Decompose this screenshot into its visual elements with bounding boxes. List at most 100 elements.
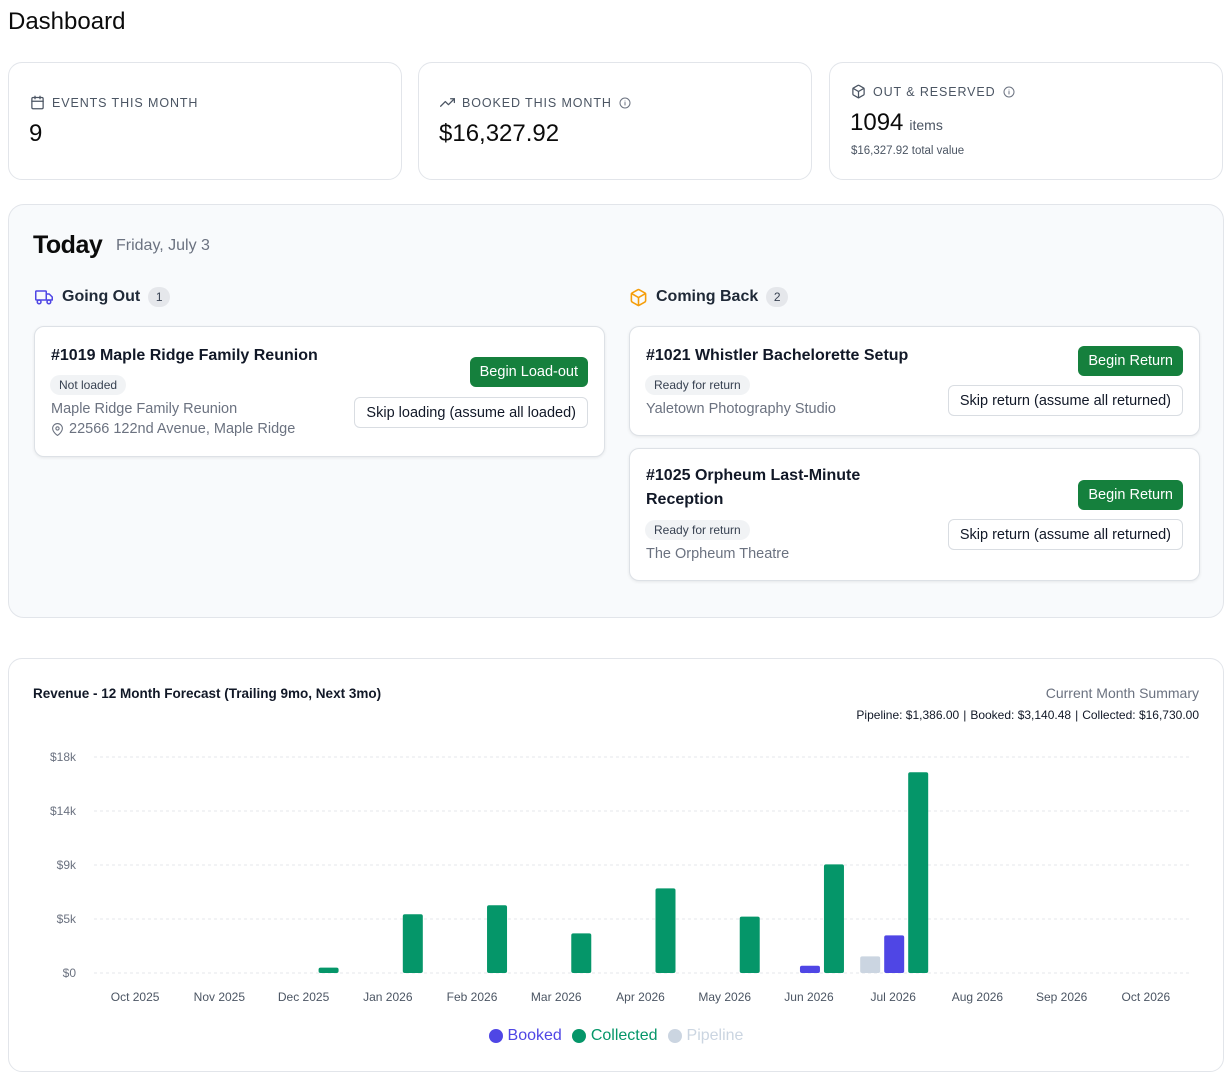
- y-tick-label: $0: [63, 966, 77, 980]
- events-this-month-value: 9: [29, 120, 43, 147]
- going-out-label: Going Out: [62, 288, 141, 305]
- events-this-month-card: EVENTS THIS MONTH 9: [8, 62, 402, 180]
- info-icon[interactable]: [1003, 86, 1015, 98]
- revenue-chart-panel: Revenue - 12 Month Forecast (Trailing 9m…: [8, 658, 1224, 1072]
- event-venue: Maple Ridge Family Reunion: [51, 401, 238, 417]
- truck-icon: [35, 290, 53, 305]
- bar-collected: [487, 905, 508, 973]
- x-tick-label: Feb 2026: [447, 990, 498, 1004]
- bar-collected: [908, 772, 929, 973]
- booked-this-month-label: BOOKED THIS MONTH: [462, 95, 612, 110]
- event-title: #1019 Maple Ridge Family Reunion: [51, 347, 318, 364]
- legend-dot: [571, 1029, 586, 1043]
- current-month-summary-title: Current Month Summary: [1045, 685, 1199, 701]
- x-tick-label: Oct 2025: [111, 990, 160, 1004]
- chart-title: Revenue - 12 Month Forecast (Trailing 9m…: [33, 686, 382, 701]
- page-title: Dashboard: [8, 8, 126, 35]
- bar-collected: [402, 914, 423, 973]
- legend-dot: [488, 1029, 503, 1043]
- events-this-month-label: EVENTS THIS MONTH: [52, 95, 199, 110]
- coming-back-label: Coming Back: [656, 288, 759, 305]
- bar-pipeline: [860, 956, 881, 973]
- bar-collected: [739, 916, 760, 973]
- bar-collected: [655, 888, 676, 973]
- skip-loading-button[interactable]: Skip loading (assume all loaded): [354, 397, 588, 428]
- x-tick-label: Nov 2025: [194, 990, 246, 1004]
- booked-this-month-value: $16,327.92: [439, 120, 560, 147]
- bar-booked: [799, 965, 820, 973]
- legend-item-booked[interactable]: Booked: [488, 1027, 562, 1045]
- event-title-line-2: Reception: [646, 491, 724, 508]
- status-badge: Not loaded: [50, 375, 127, 395]
- out-reserved-unit: items: [909, 117, 943, 133]
- x-tick-label: Sep 2026: [1036, 990, 1088, 1004]
- chart-legend: Booked Collected Pipeline: [9, 1027, 1223, 1045]
- current-month-summary: Pipeline: $1,386.00 | Booked: $3,140.48 | Co…: [856, 708, 1199, 722]
- begin-return-button[interactable]: Begin Return: [1078, 346, 1183, 376]
- x-tick-label: Apr 2026: [616, 990, 665, 1004]
- event-title: #1025 Orpheum Last-Minute Reception: [646, 464, 860, 512]
- x-tick-label: Dec 2025: [278, 990, 330, 1004]
- y-tick-label: $18k: [50, 750, 77, 764]
- y-tick-label: $5k: [57, 912, 77, 926]
- x-tick-label: Jul 2026: [871, 990, 917, 1004]
- x-tick-label: May 2026: [698, 990, 751, 1004]
- y-tick-label: $14k: [50, 804, 77, 818]
- today-date: Friday, July 3: [116, 237, 210, 254]
- booked-label: Booked:: [970, 708, 1015, 722]
- calendar-icon: [31, 95, 44, 110]
- collected-label: Collected:: [1082, 708, 1136, 722]
- begin-return-button[interactable]: Begin Return: [1078, 480, 1183, 510]
- coming-back-header: Coming Back 2: [629, 287, 789, 307]
- collected-value: $16,730.00: [1138, 708, 1199, 722]
- out-reserved-total-value: $16,327.92 total value: [851, 145, 965, 157]
- today-title: Today: [33, 231, 103, 259]
- legend-item-pipeline[interactable]: Pipeline: [667, 1027, 744, 1045]
- pipeline-label: Pipeline:: [856, 708, 903, 722]
- legend-item-collected[interactable]: Collected: [571, 1027, 658, 1045]
- x-tick-label: Jan 2026: [363, 990, 413, 1004]
- today-panel: Today Friday, July 3 Going Out 1 Coming …: [8, 204, 1224, 618]
- legend-label: Pipeline: [686, 1027, 744, 1044]
- box-icon: [852, 84, 865, 99]
- out-reserved-value: 1094: [850, 109, 904, 136]
- skip-return-button[interactable]: Skip return (assume all returned): [947, 385, 1183, 416]
- begin-load-out-button[interactable]: Begin Load-out: [469, 357, 588, 387]
- going-out-count-badge: 1: [148, 287, 171, 307]
- out-reserved-label: OUT & RESERVED: [873, 84, 996, 99]
- trending-up-icon: [440, 98, 455, 107]
- event-address: 22566 122nd Avenue, Maple Ridge: [69, 421, 296, 437]
- status-badge: Ready for return: [645, 520, 750, 540]
- event-card-1021[interactable]: #1021 Whistler Bachelorette Setup Ready …: [629, 326, 1200, 436]
- skip-return-button[interactable]: Skip return (assume all returned): [947, 519, 1183, 550]
- event-card-1025[interactable]: #1025 Orpheum Last-Minute Reception Read…: [629, 448, 1200, 581]
- event-venue: The Orpheum Theatre: [646, 546, 790, 562]
- event-title-line-1: #1025 Orpheum Last-Minute: [646, 467, 861, 484]
- event-venue: Yaletown Photography Studio: [646, 401, 836, 417]
- bar-collected: [318, 967, 339, 973]
- package-icon: [630, 288, 647, 306]
- revenue-bar-chart: $0 $5k $9k $14k $18k Oct 2025 Nov 2025 Dec 2025…: [50, 750, 1189, 1004]
- coming-back-count-badge: 2: [766, 287, 789, 307]
- info-icon[interactable]: [619, 97, 631, 109]
- x-tick-label: Oct 2026: [1122, 990, 1171, 1004]
- y-tick-label: $9k: [57, 858, 77, 872]
- going-out-header: Going Out 1: [34, 287, 171, 307]
- out-reserved-card: OUT & RESERVED 1094 items $16,327.92 tota…: [829, 62, 1223, 180]
- event-card-1019[interactable]: #1019 Maple Ridge Family Reunion Not loa…: [34, 326, 605, 457]
- legend-label: Collected: [590, 1027, 658, 1044]
- booked-value: $3,140.48: [1017, 708, 1072, 722]
- bar-collected: [571, 933, 592, 973]
- map-pin-icon: [52, 422, 63, 436]
- booked-this-month-card: BOOKED THIS MONTH $16,327.92: [418, 62, 812, 180]
- pipeline-value: $1,386.00: [905, 708, 960, 722]
- x-tick-label: Mar 2026: [531, 990, 582, 1004]
- bar-collected: [823, 864, 844, 973]
- legend-dot: [667, 1029, 682, 1043]
- status-badge: Ready for return: [645, 375, 750, 395]
- legend-label: Booked: [507, 1027, 562, 1044]
- bar-booked: [884, 935, 905, 973]
- x-tick-label: Aug 2026: [952, 990, 1004, 1004]
- event-title: #1021 Whistler Bachelorette Setup: [646, 347, 909, 364]
- x-tick-label: Jun 2026: [784, 990, 834, 1004]
